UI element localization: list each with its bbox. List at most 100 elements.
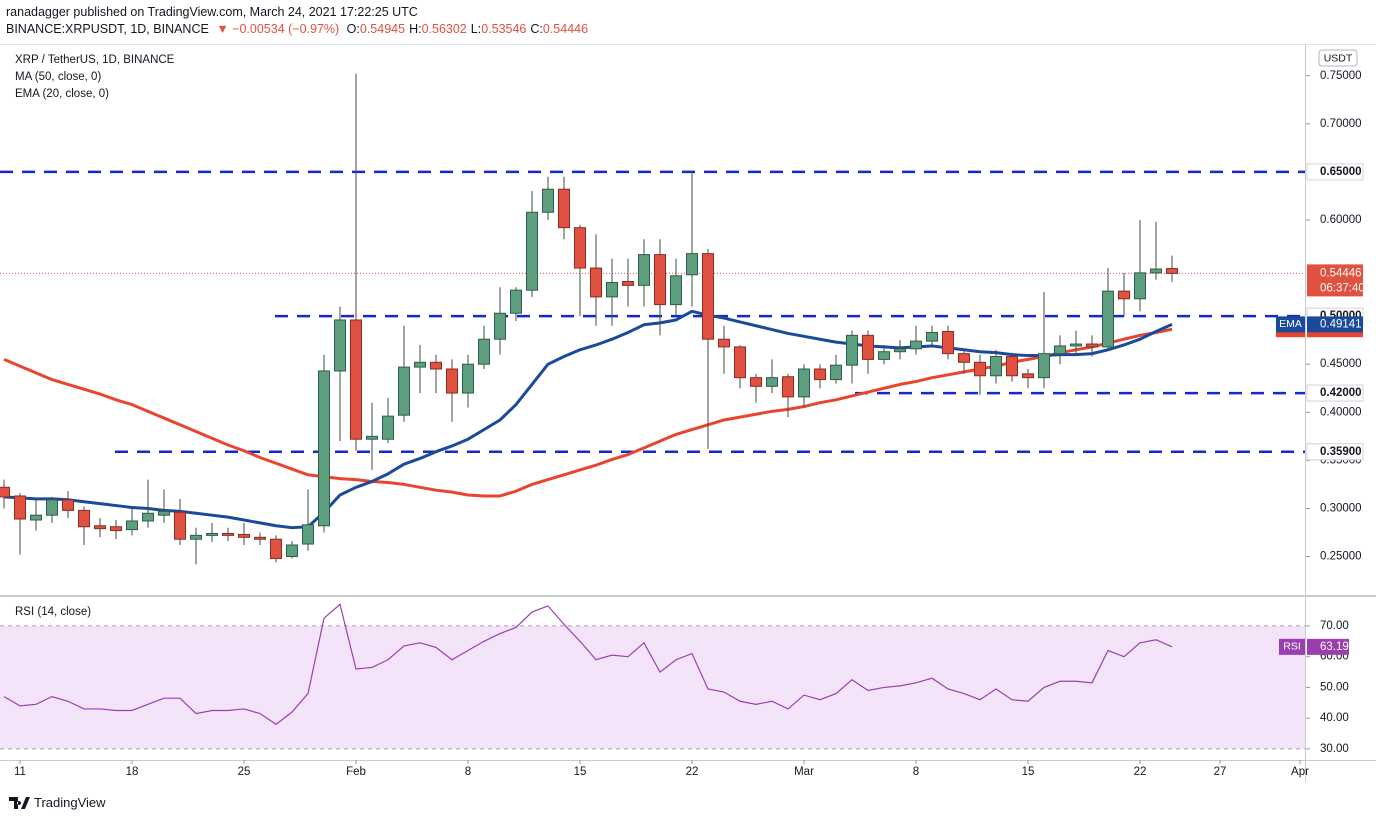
legend-entry: MA (50, close, 0) bbox=[15, 71, 101, 83]
candle-body bbox=[414, 361, 426, 368]
candle-body bbox=[126, 520, 138, 531]
x-tick-label: 22 bbox=[1134, 766, 1147, 778]
currency-badge bbox=[1318, 49, 1358, 67]
candle-body bbox=[110, 526, 122, 532]
level-label: 0.65000 bbox=[1320, 166, 1362, 178]
candle-body bbox=[190, 534, 202, 540]
y-tick-label: 0.75000 bbox=[1320, 70, 1362, 82]
countdown: 06:37:40 bbox=[1320, 282, 1365, 294]
y-tick-label: 0.30000 bbox=[1320, 502, 1362, 514]
rsi-tick-label: 50.00 bbox=[1320, 681, 1349, 693]
published: ranadagger published on TradingView.com,… bbox=[6, 5, 418, 19]
ohlc-key: L: bbox=[470, 22, 482, 36]
x-tick-label: 22 bbox=[686, 766, 699, 778]
candle-body bbox=[814, 368, 826, 381]
rsi-tag: RSI bbox=[1283, 641, 1301, 653]
candle-body bbox=[558, 188, 570, 229]
candle-body bbox=[142, 512, 154, 522]
candle-body bbox=[206, 532, 218, 536]
candle-body bbox=[798, 368, 810, 398]
candle-body bbox=[974, 361, 986, 377]
x-tick-label: 8 bbox=[465, 766, 471, 778]
last-price: 0.54446 bbox=[1320, 267, 1362, 279]
candle-body bbox=[590, 267, 602, 298]
candle-body bbox=[494, 312, 506, 340]
level-label-box bbox=[1306, 443, 1364, 461]
candle-body bbox=[734, 346, 746, 379]
candle-body bbox=[1006, 356, 1018, 377]
rsi-tag-box bbox=[1279, 638, 1305, 655]
candle-body bbox=[942, 331, 954, 355]
x-tick-label: 15 bbox=[574, 766, 587, 778]
candle-body bbox=[1134, 272, 1146, 300]
candle-body bbox=[990, 356, 1002, 377]
x-tick-label: 27 bbox=[1214, 766, 1227, 778]
symbol-line: BINANCE:XRPUSDT, 1D, BINANCE ▼ −0.00534 … bbox=[6, 22, 592, 36]
candle-body bbox=[1038, 353, 1050, 379]
candle-body bbox=[0, 486, 10, 498]
rsi-value: 63.19 bbox=[1320, 641, 1349, 653]
candle-body bbox=[302, 524, 314, 545]
publish-line: ranadagger published on TradingView.com,… bbox=[6, 5, 422, 19]
candle-body bbox=[878, 351, 890, 360]
x-tick-label: 25 bbox=[238, 766, 251, 778]
x-tick-label: 8 bbox=[913, 766, 919, 778]
candle-body bbox=[894, 348, 906, 353]
ohlc-value: 0.54446 bbox=[542, 22, 589, 36]
candle-body bbox=[1086, 343, 1098, 348]
candle-body bbox=[526, 211, 538, 291]
logo bbox=[9, 796, 30, 809]
candle-body bbox=[222, 532, 234, 536]
candle-body bbox=[782, 376, 794, 398]
candle-body bbox=[862, 334, 874, 360]
candle-body bbox=[462, 363, 474, 394]
overlay-value: 0.49141 bbox=[1320, 318, 1362, 330]
footer: TradingView bbox=[8, 795, 106, 810]
back-layer bbox=[0, 170, 1305, 750]
y-tick-label: 0.70000 bbox=[1320, 118, 1362, 130]
x-tick-label: Feb bbox=[346, 766, 366, 778]
rsi-tick-label: 40.00 bbox=[1320, 712, 1349, 724]
rsi-band bbox=[0, 625, 1305, 749]
candle-body bbox=[846, 334, 858, 366]
candle-body bbox=[1054, 345, 1066, 355]
candle-body bbox=[910, 340, 922, 350]
brand: TradingView bbox=[34, 795, 106, 810]
candle-body bbox=[638, 254, 650, 286]
candle-body bbox=[366, 435, 378, 440]
candle-body bbox=[686, 253, 698, 276]
candle-body bbox=[398, 366, 410, 416]
level-label-box bbox=[1306, 384, 1364, 402]
candle-body bbox=[238, 533, 250, 538]
ohlc-key: O: bbox=[346, 22, 360, 36]
candle-body bbox=[286, 544, 298, 558]
candle-body bbox=[382, 415, 394, 440]
ohlc-value: 0.53546 bbox=[481, 22, 527, 36]
candle-body bbox=[718, 338, 730, 348]
overlay-value-box bbox=[1307, 316, 1363, 333]
candle-body bbox=[1102, 290, 1114, 348]
legend-entry: EMA (20, close, 0) bbox=[15, 88, 109, 100]
change: ▼ −0.00534 (−0.97%) bbox=[216, 22, 340, 36]
ohlc-key: C: bbox=[530, 22, 543, 36]
candle-body bbox=[174, 511, 186, 540]
candle-body bbox=[654, 254, 666, 306]
overlay-tag: EMA bbox=[1279, 318, 1302, 330]
candle-body bbox=[622, 281, 634, 286]
x-tick-label: 15 bbox=[1022, 766, 1035, 778]
candle-body bbox=[606, 281, 618, 298]
candle-body bbox=[702, 253, 714, 340]
candle-body bbox=[30, 514, 42, 521]
legend-title: XRP / TetherUS, 1D, BINANCE bbox=[15, 54, 175, 66]
y-tick-label: 0.60000 bbox=[1320, 214, 1362, 226]
candle-body bbox=[926, 331, 938, 342]
ohlc-value: 0.56302 bbox=[421, 22, 467, 36]
candle-body bbox=[510, 289, 522, 314]
rsi-line bbox=[3, 603, 1173, 726]
candle-body bbox=[446, 368, 458, 394]
candle-body bbox=[94, 525, 106, 530]
candle-body bbox=[542, 188, 554, 213]
candle-body bbox=[318, 370, 330, 527]
symbol: BINANCE:XRPUSDT, 1D, BINANCE bbox=[6, 22, 209, 36]
